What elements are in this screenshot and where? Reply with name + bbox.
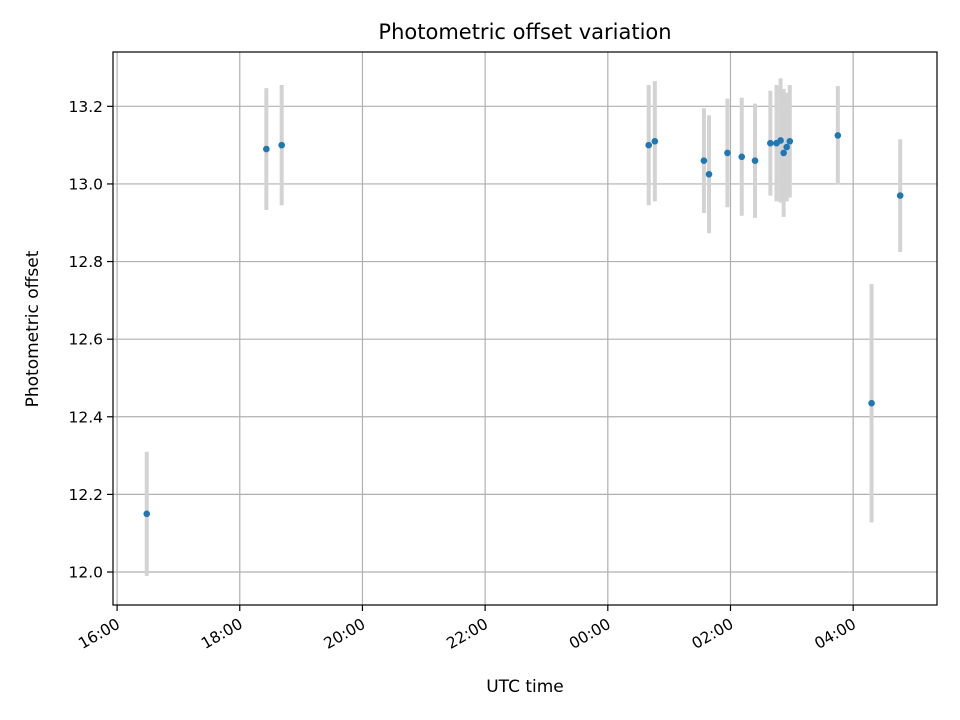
grid bbox=[113, 52, 937, 605]
data-point bbox=[767, 139, 774, 147]
data-point bbox=[751, 157, 759, 164]
y-tick-label: 13.2 bbox=[68, 98, 103, 116]
y-tick-label: 12.6 bbox=[68, 331, 103, 349]
data-point bbox=[783, 143, 791, 151]
data-point bbox=[834, 132, 842, 139]
data-point bbox=[278, 141, 285, 149]
data-point bbox=[705, 170, 713, 178]
data-points bbox=[143, 132, 904, 518]
data-point bbox=[780, 149, 787, 157]
y-tick-label: 12.2 bbox=[68, 486, 103, 504]
y-tick-label: 12.0 bbox=[68, 564, 103, 582]
chart-title: Photometric offset variation bbox=[378, 20, 671, 44]
data-point bbox=[645, 141, 653, 149]
data-point bbox=[777, 137, 784, 144]
data-point bbox=[700, 157, 708, 164]
data-point bbox=[738, 153, 746, 161]
data-point bbox=[651, 137, 659, 145]
data-point bbox=[724, 149, 731, 157]
y-tick-label: 13.0 bbox=[68, 175, 103, 193]
plot-frame bbox=[112, 51, 938, 606]
y-axis-label: Photometric offset bbox=[23, 250, 43, 407]
data-point bbox=[143, 510, 151, 518]
x-axis-label: UTC time bbox=[486, 677, 564, 697]
y-tick-label: 12.4 bbox=[68, 408, 103, 426]
data-point bbox=[786, 137, 794, 145]
data-point bbox=[263, 145, 270, 153]
y-axis-ticks: 12.0 12.2 12.4 12.6 12.8 13.0 13.2 bbox=[68, 98, 113, 582]
y-tick-label: 12.8 bbox=[68, 253, 103, 271]
data-point bbox=[868, 399, 875, 407]
data-point bbox=[896, 192, 904, 199]
